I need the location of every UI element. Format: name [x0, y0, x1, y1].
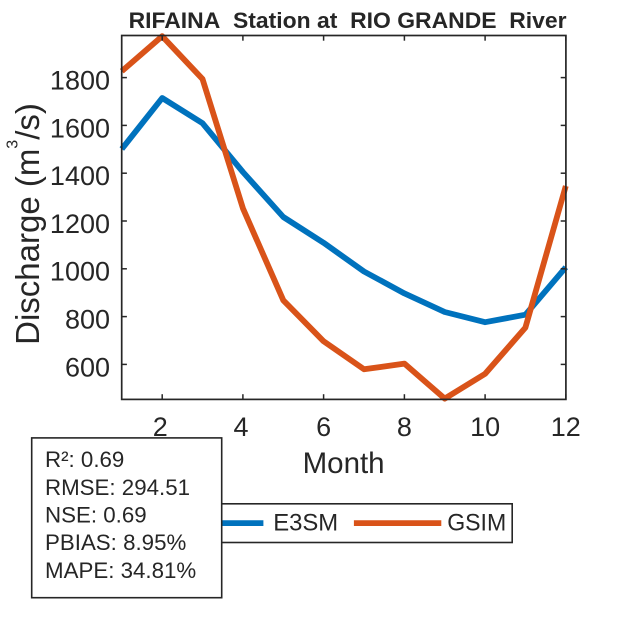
svg-text:1000: 1000	[50, 257, 110, 287]
svg-text:R²: 0.69: R²: 0.69	[45, 447, 124, 472]
svg-text:2: 2	[153, 412, 168, 442]
svg-text:1200: 1200	[50, 209, 110, 239]
svg-text:MAPE: 34.81%: MAPE: 34.81%	[45, 558, 196, 583]
svg-text:NSE: 0.69: NSE: 0.69	[45, 503, 147, 528]
svg-text:RIFAINA Station at RIO GRAND: RIFAINA Station at RIO GRANDE River	[129, 8, 567, 33]
svg-text:4: 4	[233, 412, 248, 442]
svg-text:8: 8	[397, 412, 412, 442]
svg-text:E3SM: E3SM	[273, 509, 338, 536]
svg-text:Discharge (m3/s): Discharge (m3/s)	[4, 103, 46, 345]
svg-text:10: 10	[470, 412, 500, 442]
svg-text:Month: Month	[303, 447, 385, 480]
svg-text:1400: 1400	[50, 161, 110, 191]
svg-text:GSIM: GSIM	[447, 509, 506, 536]
svg-text:12: 12	[551, 412, 581, 442]
svg-text:1800: 1800	[50, 66, 110, 96]
svg-text:6: 6	[316, 412, 331, 442]
svg-text:PBIAS: 8.95%: PBIAS: 8.95%	[45, 530, 186, 555]
svg-text:600: 600	[65, 352, 110, 382]
svg-text:1600: 1600	[50, 113, 110, 143]
svg-text:800: 800	[65, 305, 110, 335]
svg-text:RMSE: 294.51: RMSE: 294.51	[45, 475, 190, 500]
